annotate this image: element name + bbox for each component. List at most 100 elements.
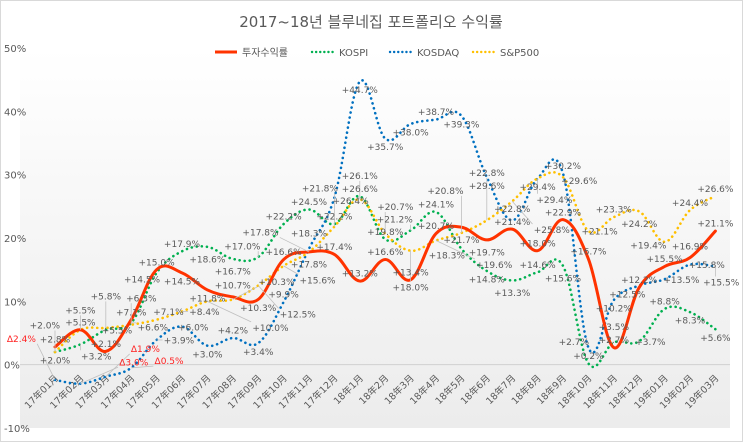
y-tick-label: 20% <box>4 234 26 245</box>
data-label: +21.1% <box>697 220 734 230</box>
data-label: +25.8% <box>534 226 571 236</box>
data-label: +38.7% <box>418 108 455 118</box>
data-label: +22.9% <box>545 208 582 218</box>
data-label: Δ3.0% <box>119 358 148 368</box>
data-label: +5.5% <box>65 306 96 316</box>
label-leader-line <box>435 240 476 260</box>
legend-item: 투자수익률 <box>215 47 288 59</box>
data-label: +16.6% <box>266 248 303 258</box>
data-label: +15.0% <box>139 258 176 268</box>
data-label: +8.8% <box>649 298 680 308</box>
data-label: +21.7% <box>443 236 480 246</box>
data-label: +5.6% <box>700 334 731 344</box>
data-label: +19.4% <box>630 242 667 252</box>
data-label: +22.2% <box>316 213 353 223</box>
data-label: +17.0% <box>224 242 261 252</box>
data-label: +24.4% <box>672 199 709 209</box>
data-label: +44.7% <box>342 86 379 96</box>
y-tick-label: 50% <box>4 44 26 55</box>
legend-label: KOSPI <box>339 48 368 59</box>
data-label: +38.0% <box>393 129 430 139</box>
data-label: Δ0.5% <box>155 357 184 367</box>
data-label: +6.3% <box>126 294 157 304</box>
data-label: +29.6% <box>561 177 598 187</box>
y-tick-label: 0% <box>4 361 20 372</box>
data-label: +14.8% <box>469 276 506 286</box>
data-label: +26.6% <box>697 185 734 195</box>
data-label: +24.1% <box>418 201 455 211</box>
data-label: +39.3% <box>443 120 480 130</box>
data-label: +21.4% <box>494 218 531 228</box>
data-label: +19.6% <box>476 261 513 271</box>
data-label: +21.1% <box>582 228 619 238</box>
data-label: +13.2% <box>342 270 379 280</box>
legend-label: S&P500 <box>500 48 539 59</box>
data-label: +17.8% <box>242 229 279 239</box>
data-label: +16.7% <box>215 268 252 278</box>
data-label: +16.6% <box>367 248 404 258</box>
data-label: +14.5% <box>124 275 161 285</box>
data-label: +3.2% <box>81 352 112 362</box>
data-label: +15.6% <box>545 274 582 284</box>
data-label: +2.0% <box>40 357 71 367</box>
label-leader-line <box>36 343 56 381</box>
series-line-kospi <box>53 194 717 368</box>
data-label: +12.2% <box>621 276 658 286</box>
data-label: +10.7% <box>215 282 252 292</box>
data-label: +23.3% <box>596 206 633 216</box>
data-label: +3.9% <box>164 337 195 347</box>
data-label: +22.8% <box>469 169 506 179</box>
data-label: +15.8% <box>689 261 726 271</box>
data-label: +10.0% <box>252 324 289 334</box>
data-label: +15.6% <box>299 276 336 286</box>
data-label: +4.2% <box>218 327 249 337</box>
data-label: +16.7% <box>570 248 607 258</box>
legend-item: S&P500 <box>471 48 539 59</box>
data-label: +17.9% <box>164 240 201 250</box>
y-tick-label: 30% <box>4 171 26 182</box>
legend-item: KOSPI <box>310 48 368 59</box>
data-label: +7.1% <box>153 308 184 318</box>
legend: 투자수익률 KOSPI KOSDAQ S&P500 <box>215 47 539 59</box>
data-label: +15.5% <box>647 255 684 265</box>
data-label: +7.1% <box>116 308 147 318</box>
data-label: +29.4% <box>520 183 557 193</box>
data-label: +5.8% <box>91 293 122 303</box>
data-label: Δ2.4% <box>7 335 36 345</box>
data-label: +14.6% <box>520 261 557 271</box>
data-label: +24.2% <box>621 220 658 230</box>
data-label: +8.4% <box>189 308 220 318</box>
data-label: Δ1.9% <box>131 345 160 355</box>
data-label: +2.7% <box>559 338 590 348</box>
data-label: +2.1% <box>91 340 122 350</box>
label-leader-line <box>105 353 130 377</box>
label-leader-line <box>511 201 533 225</box>
data-label: +14.5% <box>164 277 201 287</box>
data-label: +2.7% <box>599 336 630 346</box>
data-label: +35.7% <box>367 143 404 153</box>
data-label: +12.5% <box>609 291 646 301</box>
data-label: +18.6% <box>189 255 226 265</box>
label-leader-line <box>279 237 310 253</box>
data-label: +5.5% <box>102 326 133 336</box>
legend-label: 투자수익률 <box>242 47 288 59</box>
data-label: +3.7% <box>635 338 666 348</box>
data-label: +3.4% <box>243 348 274 358</box>
data-label: +13.3% <box>494 289 531 299</box>
data-label: +19.8% <box>367 228 404 238</box>
data-label: +2.8% <box>40 336 71 346</box>
data-label: +11.8% <box>189 295 226 305</box>
data-label: +10.3% <box>240 304 277 314</box>
data-label: +18.0% <box>520 239 557 249</box>
data-label: +29.4% <box>536 196 573 206</box>
data-label: +8.3% <box>675 317 706 327</box>
data-label: +2.0% <box>30 322 61 332</box>
data-label: +12.5% <box>280 310 317 320</box>
legend-label: KOSDAQ <box>417 48 459 59</box>
data-label: +6.0% <box>178 323 209 333</box>
data-label: +19.7% <box>469 249 506 259</box>
data-label: +17.4% <box>316 243 353 253</box>
y-tick-label: 40% <box>4 107 26 118</box>
series-line-sp500 <box>53 171 717 354</box>
